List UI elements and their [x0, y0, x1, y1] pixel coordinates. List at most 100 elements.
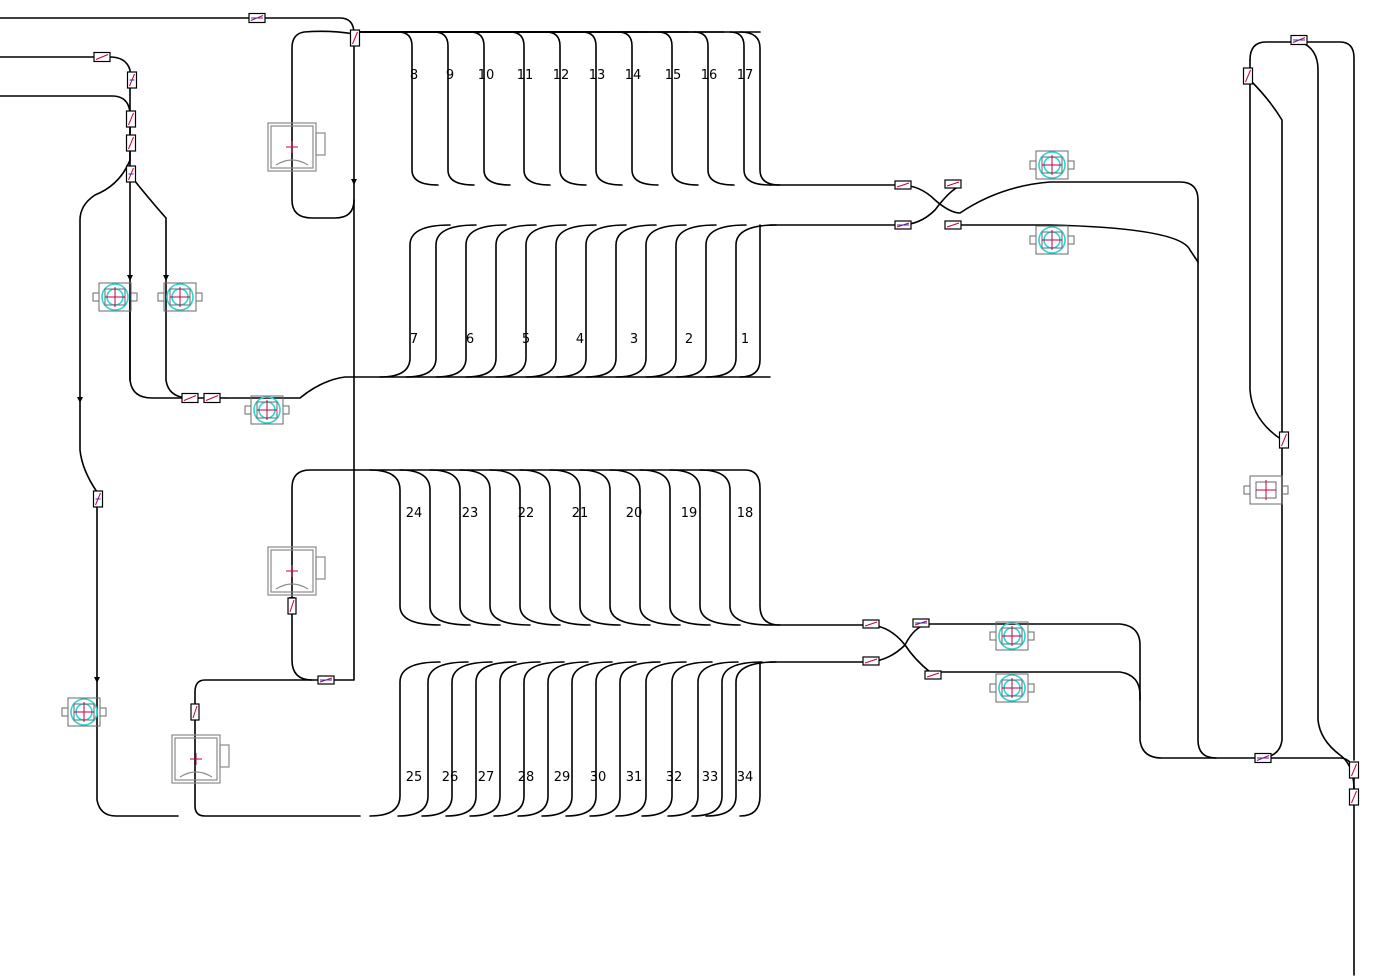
track-switch-icon[interactable]: [248, 12, 266, 24]
top-lane-loop-5: [545, 31, 587, 186]
top_lanes-label: 9: [446, 68, 454, 83]
robot-cell-icon: [244, 395, 290, 425]
top-lane-loop-9: [693, 31, 735, 186]
flow-arrow-icon: [127, 275, 133, 281]
track-switch-icon[interactable]: [894, 220, 912, 230]
middle-lane-loop-12: [699, 469, 771, 626]
middle-lane-loop-1: [369, 469, 441, 626]
track-switch-icon[interactable]: [125, 134, 137, 152]
bottom-lane-loop-3: [421, 661, 493, 817]
upper-lane-loop-4: [465, 224, 537, 378]
bottom_lanes-label: 27: [478, 770, 495, 785]
top_lanes-label: 12: [553, 68, 570, 83]
middle_lanes-label: 18: [737, 506, 754, 521]
top-lane-loop-4: [509, 31, 551, 186]
track-switch-icon[interactable]: [862, 619, 880, 629]
bottom-lane-loop-4: [445, 661, 517, 817]
track-switch-icon[interactable]: [944, 179, 962, 189]
bottom-lane-loop-15: [705, 661, 777, 817]
upper-lane-loop-end: [739, 224, 761, 378]
right-loop-inner-mid: [1249, 79, 1283, 759]
top_lanes-label: 10: [478, 68, 495, 83]
robot-cell-icon: [157, 282, 203, 312]
middle-lane-loop-2: [399, 469, 471, 626]
track-switch-icon[interactable]: [1242, 67, 1254, 85]
middle-lane-loop-end: [353, 469, 781, 626]
track-switch-icon[interactable]: [924, 670, 942, 680]
entry-line-2: [0, 56, 131, 381]
transfer-station-icon: [171, 734, 230, 784]
track-switch-icon[interactable]: [1348, 788, 1360, 806]
robot-cell-icon: [61, 697, 107, 727]
bottom_lanes-label: 30: [590, 770, 607, 785]
top-lane-loop-3: [469, 31, 511, 186]
top_lanes-label: 8: [410, 68, 418, 83]
middle_lanes-label: 21: [572, 506, 589, 521]
top-lane-loop-10: [729, 31, 771, 186]
top-bus-cross: [769, 185, 961, 226]
track-switch-icon[interactable]: [203, 392, 221, 404]
track-switch-icon[interactable]: [125, 110, 137, 128]
track-switch-icon[interactable]: [862, 656, 880, 666]
upper-lane-loop-11: [675, 224, 747, 378]
flow-arrow-icon: [351, 179, 357, 185]
track-switch-icon[interactable]: [190, 703, 200, 721]
middle-lane-loop-7: [549, 469, 621, 626]
top_lanes-label: 13: [589, 68, 606, 83]
main-loop-track: [0, 17, 361, 817]
track-switch-icon[interactable]: [125, 165, 137, 183]
upper-bus-return: [959, 224, 1199, 263]
bottom_lanes-label: 34: [737, 770, 754, 785]
top_lanes-label: 17: [737, 68, 754, 83]
upper_lanes-label: 6: [466, 332, 474, 347]
track-switch-icon[interactable]: [944, 220, 962, 230]
right-loop-inner-right: [1299, 41, 1355, 791]
bottom_lanes-label: 25: [406, 770, 423, 785]
flow-arrow-icon: [77, 397, 83, 403]
track-switch-icon[interactable]: [126, 71, 138, 89]
track-switch-icon[interactable]: [1348, 761, 1360, 779]
top_lanes-label: 16: [701, 68, 718, 83]
bottom_lanes-label: 26: [442, 770, 459, 785]
upper-lane-loop-2: [405, 224, 477, 378]
bottom_lanes-label: 29: [554, 770, 571, 785]
upper_lanes-label: 1: [741, 332, 749, 347]
upper-lane-loop-8: [585, 224, 657, 378]
track-switch-icon[interactable]: [92, 490, 104, 508]
bottom-lane-loop-14: [691, 661, 763, 817]
track-switch-icon[interactable]: [181, 392, 199, 404]
track-switch-icon[interactable]: [912, 618, 930, 628]
track-switch-icon[interactable]: [1254, 752, 1272, 764]
track-switch-icon[interactable]: [317, 675, 335, 685]
bottom_lanes-label: 32: [666, 770, 683, 785]
track-switch-icon[interactable]: [287, 597, 297, 615]
track-switch-icon[interactable]: [1278, 431, 1290, 449]
upper_lanes-label: 4: [576, 332, 584, 347]
upper-lane-loop-7: [555, 224, 627, 378]
track-network: [0, 17, 1355, 976]
upper_lanes-label: 5: [522, 332, 530, 347]
robots-layer: [61, 150, 1289, 727]
right-loop-inner-left: [1249, 59, 1283, 441]
lane-labels: 8 9 10 11 12 13 14 15 16 177 6 5 4 3 2 124 23 22 21 20 19 182…: [406, 68, 754, 785]
flow-arrow-icon: [163, 275, 169, 281]
track-switch-icon[interactable]: [1290, 34, 1308, 46]
middle-lane-loop-8: [579, 469, 651, 626]
top_lanes-label: 15: [665, 68, 682, 83]
transfer-station-icon: [267, 546, 326, 596]
middle-bus-cross: [769, 623, 1141, 701]
robot-cell-icon: [1029, 225, 1075, 255]
bottom-lane-loop-6: [493, 661, 565, 817]
track-switch-icon[interactable]: [93, 51, 111, 63]
transfer-station-icon: [267, 122, 326, 172]
robot-cell-icon: [92, 282, 138, 312]
robot-cell-icon: [989, 673, 1035, 703]
middle_lanes-label: 19: [681, 506, 698, 521]
switches-layer: [92, 12, 1360, 806]
upper-lane-loop-6: [525, 224, 597, 378]
track-switch-icon[interactable]: [349, 29, 361, 47]
track-switch-icon[interactable]: [894, 180, 912, 190]
upper-lane-loop-1: [379, 224, 451, 378]
middle_lanes-label: 22: [518, 506, 535, 521]
bottom-lane-loop-end: [739, 661, 761, 817]
